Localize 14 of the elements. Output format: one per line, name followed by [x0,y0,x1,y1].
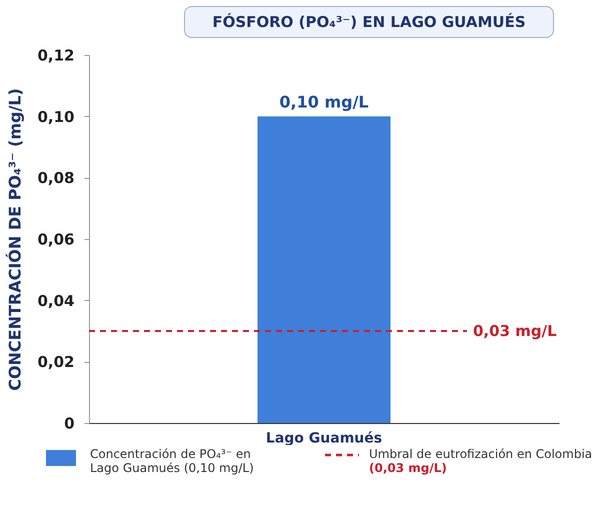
y-tick-label: 0,02 [37,353,74,372]
chart-title: FÓSFORO (PO₄³⁻) EN LAGO GUAMUÉS [184,6,554,38]
ref-line-label: 0,03 mg/L [473,322,558,340]
y-tick-label: 0,08 [37,169,74,188]
y-tick-label: 0,04 [37,292,74,310]
y-tick-label: 0,12 [37,46,74,64]
data-label: 0,10 mg/L [279,92,369,112]
y-tick-label: 0,06 [37,230,74,248]
y-tick-label: 0,10 [37,108,74,126]
legend-label: Concentración de PO₄³⁻ en Lago Guamués (0,10 mg/L) [90,447,255,475]
y-tick-label: 0 [64,414,74,432]
text: Umbral de eutrofización en Colombia [369,447,592,461]
y-axis-title: CONCENTRACIÓN DE PO₄³⁻ (mg/L) [5,88,24,391]
text: (0,03 mg/L) [369,461,448,475]
